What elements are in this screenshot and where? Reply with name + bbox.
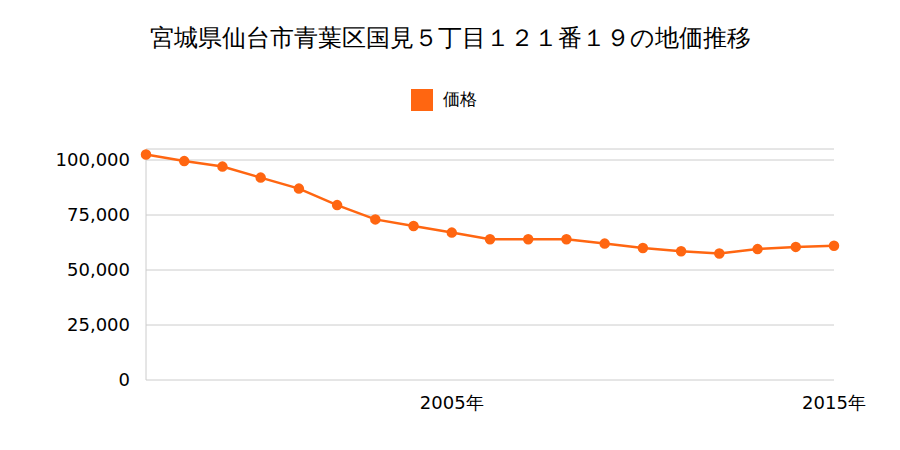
svg-text:25,000: 25,000: [67, 314, 130, 335]
svg-text:2005年: 2005年: [420, 392, 484, 413]
html-text:価格: 価格: [443, 89, 477, 109]
html-text:宮城県仙台市青葉区国見５丁目１２１番１９の地価推移: 宮城県仙台市青葉区国見５丁目１２１番１９の地価推移: [149, 24, 751, 52]
svg-text:50,000: 50,000: [67, 259, 130, 280]
svg-text:2015年: 2015年: [802, 392, 866, 413]
svg-text:0: 0: [119, 369, 130, 390]
svg-text:100,000: 100,000: [56, 149, 130, 170]
svg-text:75,000: 75,000: [67, 204, 130, 225]
